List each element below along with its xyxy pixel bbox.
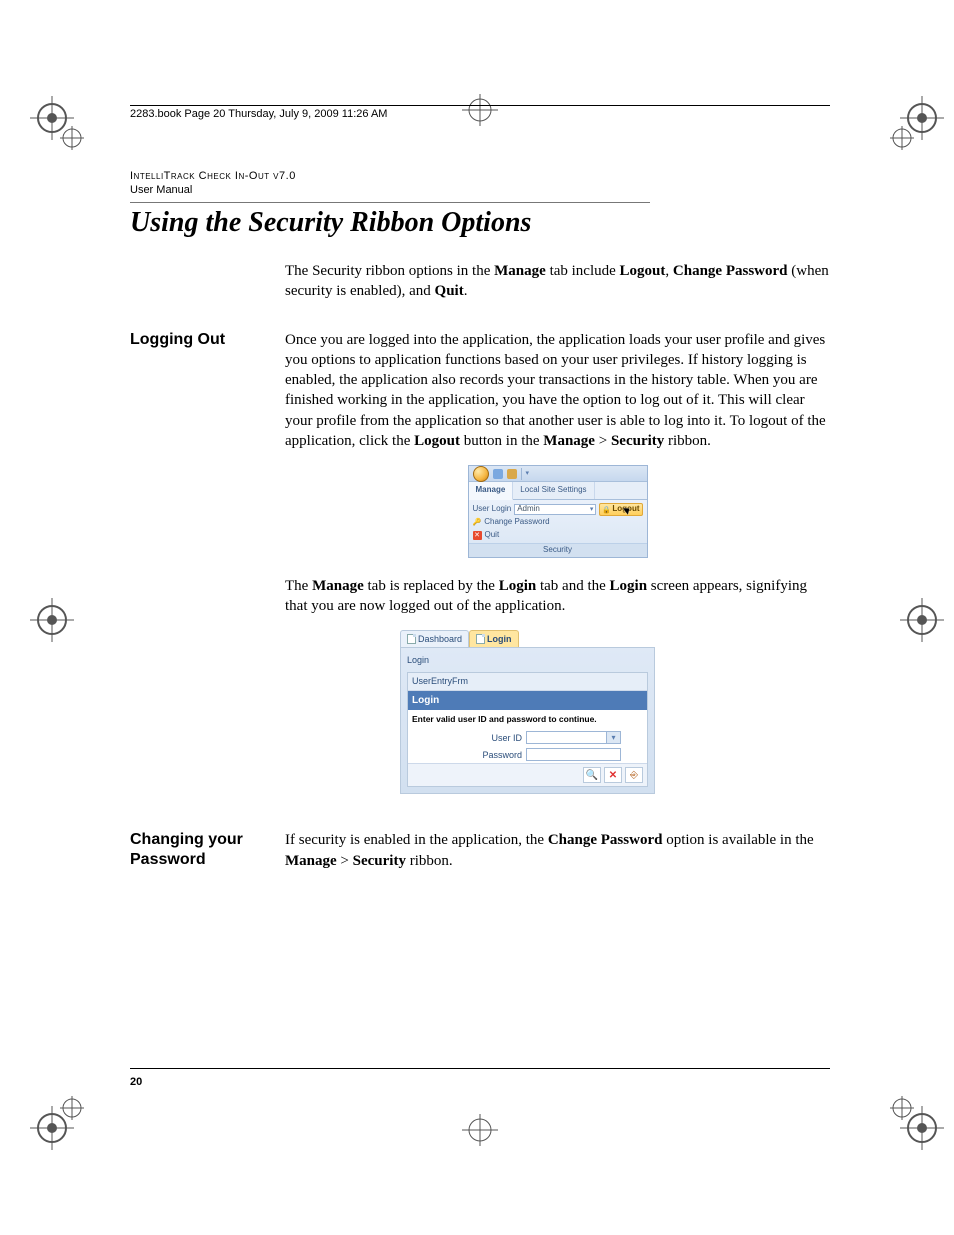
changing-password-paragraph: If security is enabled in the applicatio… (285, 830, 830, 871)
crop-mark-icon (30, 1090, 90, 1150)
book-header-line: 2283.book Page 20 Thursday, July 9, 2009… (130, 105, 830, 120)
user-id-input[interactable] (526, 731, 621, 744)
page-number: 20 (130, 1076, 142, 1088)
crop-mark-icon (884, 96, 944, 156)
password-input[interactable] (526, 748, 621, 761)
qat-undo-icon[interactable] (493, 469, 503, 479)
lock-icon (602, 505, 610, 513)
office-orb-icon[interactable] (473, 466, 489, 482)
qat-redo-icon[interactable] (507, 469, 517, 479)
intro-paragraph: The Security ribbon options in the Manag… (285, 261, 830, 302)
section-heading-changing-password: Changing your Password (130, 830, 285, 881)
tab-dashboard[interactable]: Dashboard (400, 630, 469, 647)
figure-ribbon: ▾ Manage Local Site Settings User Login … (285, 465, 830, 558)
section-heading-logging-out: Logging Out (130, 330, 285, 813)
form-header-name: UserEntryFrm (408, 673, 647, 690)
qat-customize-icon[interactable]: ▾ (526, 469, 530, 478)
figure-login-form: Dashboard Login Login UserEntryFrm (400, 630, 830, 794)
user-id-label: User ID (491, 732, 522, 744)
footer-rule (130, 1068, 830, 1069)
login-clear-button[interactable]: ✕ (604, 767, 622, 783)
key-icon (473, 517, 482, 528)
login-exit-button[interactable]: ⎆ (625, 767, 643, 783)
quick-access-toolbar: ▾ (469, 466, 647, 482)
running-head: IntelliTrack Check In-Out v7.0 User Manu… (130, 170, 830, 196)
logging-out-paragraph-2: The Manage tab is replaced by the Login … (285, 576, 830, 617)
user-login-label: User Login (473, 504, 512, 515)
product-subtitle: User Manual (130, 184, 830, 196)
logging-out-paragraph-1: Once you are logged into the application… (285, 330, 830, 452)
password-label: Password (482, 749, 522, 761)
document-icon (476, 634, 485, 644)
change-password-button[interactable]: Change Password (473, 516, 643, 529)
crop-mark-icon (30, 590, 90, 650)
crop-mark-icon (884, 590, 944, 650)
crop-mark-icon (884, 1090, 944, 1150)
user-login-value: Admin (517, 504, 540, 515)
quit-button[interactable]: ✕ Quit (473, 529, 643, 542)
crop-mark-icon (450, 1112, 510, 1152)
tab-manage[interactable]: Manage (469, 482, 514, 500)
ribbon-group-name: Security (469, 543, 647, 557)
tab-local-site-settings[interactable]: Local Site Settings (513, 482, 594, 499)
login-submit-button[interactable]: 🔍 (583, 767, 601, 783)
logout-button[interactable]: Logout (599, 503, 642, 516)
document-icon (407, 634, 416, 644)
tab-login[interactable]: Login (469, 630, 519, 647)
crop-mark-icon (30, 96, 90, 156)
user-login-combo[interactable]: Admin ▾ (514, 504, 596, 515)
close-icon: ✕ (473, 531, 482, 540)
login-area-title: Login (407, 654, 648, 666)
product-name: IntelliTrack Check In-Out v7.0 (130, 170, 830, 182)
form-title: Login (408, 691, 647, 711)
form-message: Enter valid user ID and password to cont… (408, 710, 647, 729)
page-title: Using the Security Ribbon Options (130, 202, 650, 239)
